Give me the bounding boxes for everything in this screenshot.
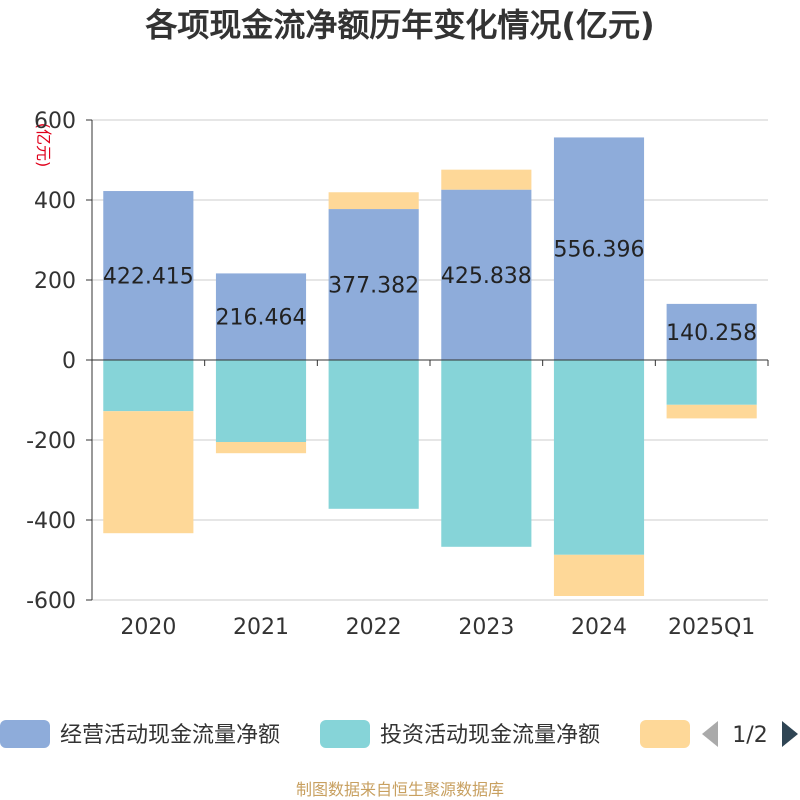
- bar-series2-2021: [215, 442, 307, 454]
- y-tick-label: 400: [34, 189, 76, 214]
- bar-series0-2022: [328, 209, 419, 360]
- bar-series0-2023: [441, 189, 532, 360]
- bar-series1-2021: [215, 360, 307, 442]
- bar-value-label: 216.464: [216, 306, 307, 331]
- x-tick-label: 2024: [571, 615, 627, 640]
- bar-value-label: 422.415: [103, 265, 194, 290]
- chart-title: 各项现金流净额历年变化情况(亿元): [145, 6, 654, 44]
- bar-series0-2020: [103, 191, 194, 360]
- y-tick-label: 200: [34, 269, 76, 294]
- bar-value-label: 377.382: [328, 274, 419, 299]
- axes-layer: 600 400 200 0 -200 -400 -600 2020 2021 2022 2023 20…: [26, 109, 769, 640]
- legend-swatch-1[interactable]: [320, 720, 370, 748]
- legend-swatch-2[interactable]: [640, 720, 690, 748]
- bar-series2-2025Q1: [666, 404, 757, 419]
- legend: 经营活动现金流量净额 投资活动现金流量净额 1/2: [0, 720, 798, 748]
- bar-series1-2023: [441, 360, 532, 547]
- bar-series1-2022: [328, 360, 419, 509]
- legend-prev-page-icon[interactable]: [702, 721, 718, 747]
- legend-label-1[interactable]: 投资活动现金流量净额: [380, 723, 600, 748]
- x-tick-label: 2020: [120, 615, 176, 640]
- x-tick-label: 2025Q1: [668, 615, 755, 640]
- bar-series2-2024: [553, 554, 645, 596]
- y-axis-unit: (亿元): [34, 123, 53, 168]
- bar-series0-2024: [553, 137, 645, 360]
- bar-series2-2022: [328, 192, 419, 210]
- y-tick-label: 600: [34, 109, 76, 134]
- y-tick-label: 0: [62, 349, 76, 374]
- y-tick-label: -200: [26, 429, 76, 454]
- legend-label-0[interactable]: 经营活动现金流量净额: [60, 723, 280, 748]
- bar-series0-2025Q1: [666, 303, 757, 360]
- bar-value-label: 556.396: [554, 238, 645, 263]
- bar-series1-2025Q1: [666, 360, 757, 405]
- x-tick-label: 2023: [458, 615, 514, 640]
- legend-page-indicator: 1/2: [732, 723, 767, 748]
- bars-layer: [103, 137, 757, 596]
- bar-series1-2024: [553, 360, 645, 555]
- bar-series2-2023: [441, 169, 532, 190]
- x-tick-label: 2022: [346, 615, 402, 640]
- bar-value-label: 140.258: [666, 321, 757, 346]
- data-labels-layer: 422.415 216.464 377.382 425.838 556.396 140.2…: [103, 238, 757, 346]
- legend-swatch-0[interactable]: [0, 720, 50, 748]
- source-note: 制图数据来自恒生聚源数据库: [296, 780, 504, 799]
- y-tick-label: -600: [26, 589, 76, 614]
- bar-value-label: 425.838: [441, 264, 532, 289]
- bar-series1-2020: [103, 360, 194, 412]
- bar-series0-2021: [215, 273, 307, 360]
- bar-series2-2020: [103, 411, 194, 534]
- legend-next-page-icon[interactable]: [782, 721, 798, 747]
- y-tick-label: -400: [26, 509, 76, 534]
- x-tick-label: 2021: [233, 615, 289, 640]
